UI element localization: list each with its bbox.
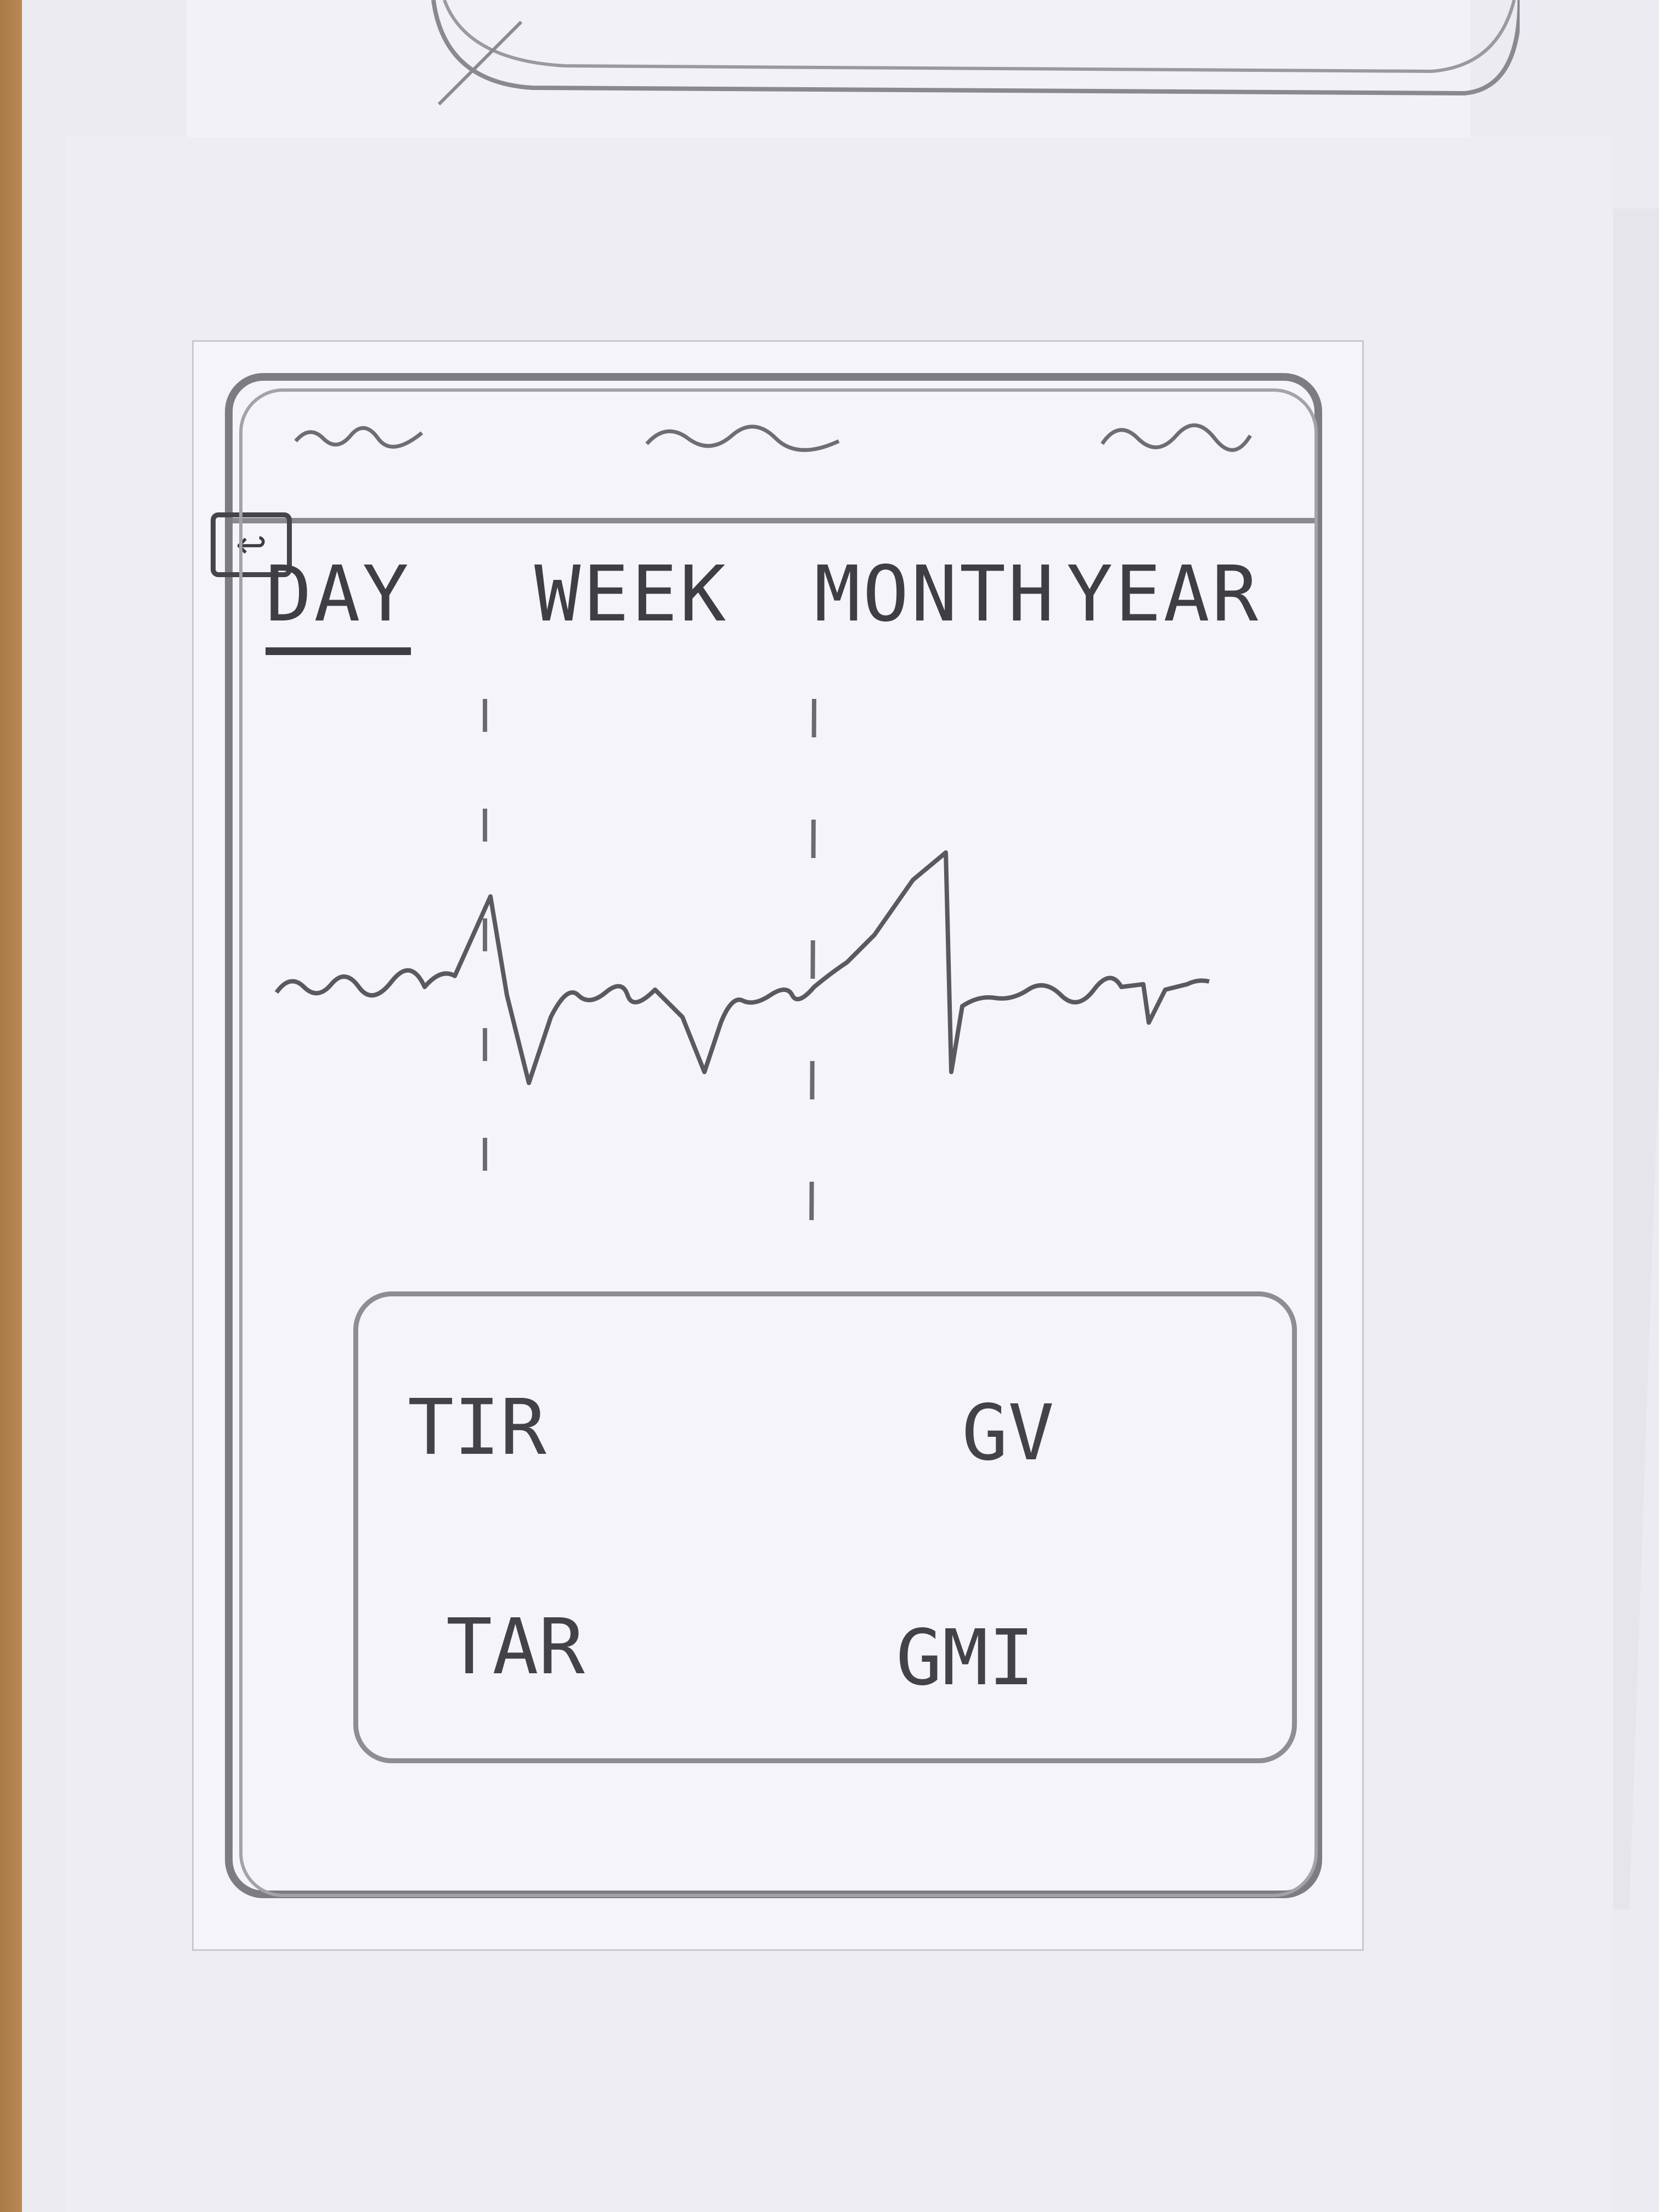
glucose-trace [274,850,1210,1085]
metrics-card: TIR GV TAR GMI [353,1291,1297,1763]
status-squiggle-right [1099,419,1253,458]
metric-gv[interactable]: GV [962,1389,1054,1478]
status-squiggle-left [293,419,425,452]
metric-tir[interactable]: TIR [408,1383,546,1472]
back-arrow-icon: ↩ [235,523,267,567]
status-squiggle-center [644,419,842,458]
tab-month[interactable]: MONTH [814,550,1057,639]
metric-tar[interactable]: TAR [446,1602,585,1692]
back-button[interactable]: ↩ [211,512,292,577]
phone-frame: ↩ DAY WEEK MONTH YEAR TIR GV TAR GMI [211,373,1322,1898]
status-bar [233,381,1314,523]
glucose-chart [274,698,1210,1248]
chart-marker-line-2 [809,698,816,1248]
metric-gmi[interactable]: GMI [896,1613,1035,1703]
tab-year[interactable]: YEAR [1066,550,1261,639]
tab-week[interactable]: WEEK [534,550,729,639]
sketch-card [192,340,1364,1951]
previous-sketch-outline [431,0,1520,106]
tab-day[interactable]: DAY [266,545,411,655]
time-range-tabs: DAY WEEK MONTH YEAR [255,545,1297,666]
